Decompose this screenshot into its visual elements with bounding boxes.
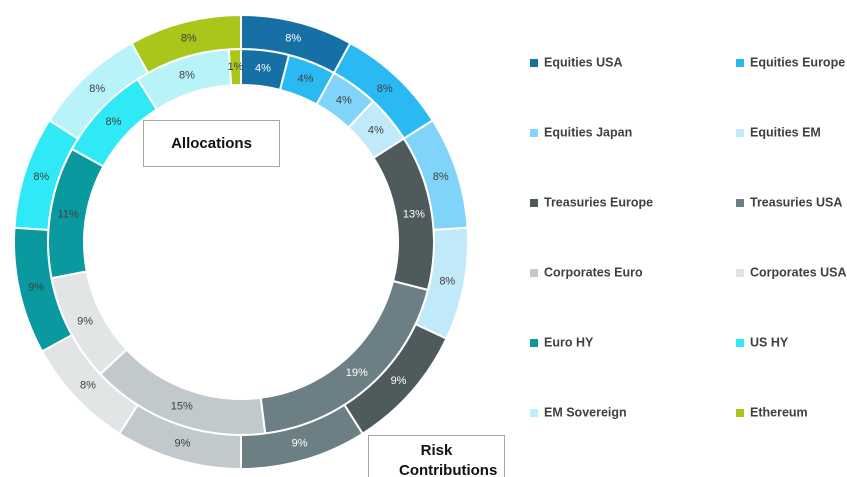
legend-label: Equities EM: [750, 125, 821, 139]
legend-label: Ethereum: [750, 405, 808, 419]
data-label: 11%: [58, 209, 79, 221]
legend-label: US HY: [750, 335, 789, 349]
legend-label: Equities USA: [544, 55, 623, 69]
data-label: 19%: [346, 367, 368, 379]
legend-swatch: [530, 129, 538, 137]
data-label: 8%: [179, 69, 195, 81]
data-label: 9%: [391, 375, 407, 387]
legend-label: Equities Europe: [750, 55, 845, 69]
legend-swatch: [736, 129, 744, 137]
data-label: 8%: [80, 380, 96, 392]
data-label: 8%: [105, 116, 121, 128]
legend-swatch: [736, 409, 744, 417]
data-label: 9%: [28, 282, 44, 294]
data-label: 8%: [439, 275, 455, 287]
data-label: 9%: [77, 315, 93, 327]
data-label: 15%: [171, 401, 193, 413]
data-label: 8%: [377, 83, 393, 95]
legend-swatch: [530, 199, 538, 207]
data-label: 8%: [433, 171, 449, 183]
data-label: 9%: [174, 438, 190, 450]
series-label: Risk Contributions: [368, 435, 505, 477]
legend-swatch: [736, 339, 744, 347]
data-label: 4%: [368, 124, 384, 136]
data-label: 13%: [403, 209, 425, 221]
legend-label: EM Sovereign: [544, 405, 627, 419]
legend-label: Treasuries USA: [750, 195, 842, 209]
legend-swatch: [530, 409, 538, 417]
data-label: 4%: [255, 62, 271, 74]
data-label: 9%: [292, 438, 308, 450]
legend-swatch: [530, 339, 538, 347]
series-label: Allocations: [143, 120, 280, 167]
legend-label: Equities Japan: [544, 125, 632, 139]
legend-label: Euro HY: [544, 335, 594, 349]
legend-swatch: [736, 199, 744, 207]
data-label: 4%: [336, 94, 352, 106]
legend-swatch: [736, 269, 744, 277]
data-label: 1%: [228, 61, 244, 73]
legend-label: Corporates USA: [750, 265, 847, 279]
data-label: 8%: [181, 33, 197, 45]
legend-swatch: [736, 59, 744, 67]
data-label: 8%: [285, 33, 301, 45]
data-label: 8%: [33, 171, 49, 183]
legend-label: Treasuries Europe: [544, 195, 653, 209]
legend-swatch: [530, 59, 538, 67]
data-label: 4%: [297, 73, 313, 85]
donut-segment: [130, 13, 242, 75]
legend-label: Corporates Euro: [544, 265, 643, 279]
data-label: 8%: [89, 83, 105, 95]
legend-swatch: [530, 269, 538, 277]
